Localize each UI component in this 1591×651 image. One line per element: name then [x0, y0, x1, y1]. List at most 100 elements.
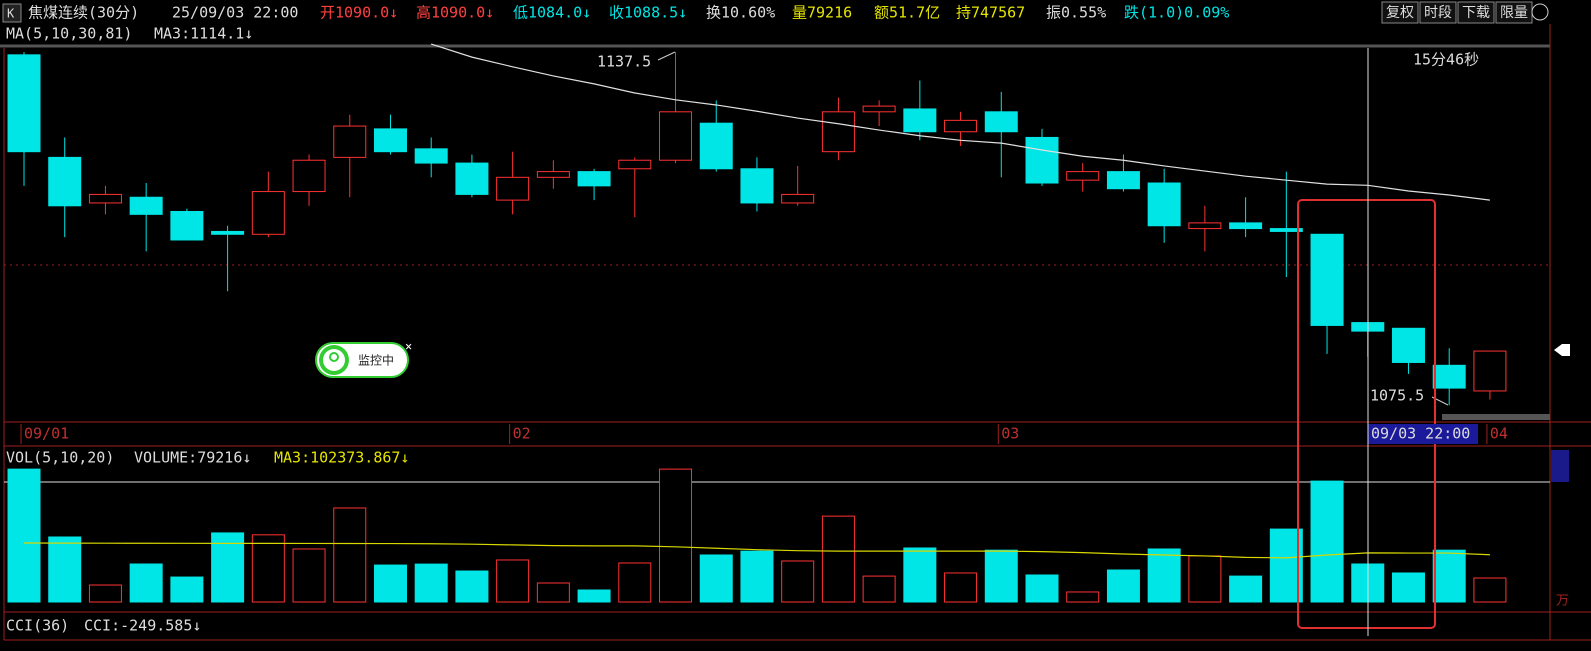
candle-body: [699, 122, 733, 170]
volume-bar: [1188, 555, 1222, 603]
candle-body: [7, 54, 41, 153]
monitor-close[interactable]: ×: [405, 340, 412, 354]
volume-bar: [577, 589, 611, 603]
volume-bar: [740, 550, 774, 603]
toolbar-button[interactable]: [1419, 1, 1457, 24]
x-tick-label: 09/01: [24, 425, 69, 443]
cursor-label-box: [1368, 424, 1478, 444]
volume-bar: [1066, 591, 1100, 603]
volume-bar: [129, 563, 163, 603]
volume-bar: [414, 563, 448, 603]
volume-bar: [211, 532, 245, 603]
k-icon[interactable]: [2, 3, 22, 23]
volume-bar: [373, 564, 407, 603]
x-tick-label: 02: [513, 425, 531, 443]
candle-body: [1025, 136, 1059, 184]
volume-bar: [944, 572, 978, 603]
volume-unit: 万: [1556, 594, 1569, 609]
candle-body: [821, 111, 855, 153]
candle-body: [292, 159, 326, 193]
cursor-label: 09/03 22:00: [1371, 425, 1470, 443]
volume-bar: [1432, 549, 1466, 603]
volume-bar: [618, 562, 652, 603]
candle-body: [740, 168, 774, 204]
toolbar-button-label: 复权: [1386, 4, 1414, 21]
header-field: 换10.60%: [706, 4, 775, 22]
volume-bar: [821, 515, 855, 603]
header-field: 低1084.0↓: [513, 4, 591, 22]
candle-body: [414, 148, 448, 164]
header-field: 量79216: [792, 4, 852, 22]
candle-body: [781, 193, 815, 204]
candle-body: [1391, 327, 1425, 363]
clock-button[interactable]: [1531, 3, 1549, 21]
volume-bar: [862, 575, 896, 603]
header-field: 收1088.5↓: [609, 4, 687, 22]
volume-bar: [1147, 548, 1181, 603]
toolbar-button-label: 限量: [1500, 5, 1528, 21]
candle-body: [1229, 222, 1263, 230]
ma-legend: MA3:1114.1↓: [154, 25, 253, 43]
symbol: 焦煤连续(30分): [28, 4, 139, 22]
side-marker: [1551, 450, 1569, 482]
countdown: 15分46秒: [1413, 51, 1479, 69]
header-field: 高1090.0↓: [416, 4, 494, 22]
candle-body: [211, 230, 245, 235]
price-pointer: [1554, 344, 1570, 356]
toolbar-button[interactable]: [1381, 1, 1419, 24]
candle-body: [251, 191, 285, 235]
volume-bar: [48, 536, 82, 603]
volume-bar: [496, 559, 530, 603]
candle-body: [88, 193, 122, 204]
candle-body: [1147, 182, 1181, 227]
x-tick-label: 03: [1001, 425, 1019, 443]
candle-body: [455, 162, 489, 195]
toolbar-button[interactable]: [1457, 1, 1495, 24]
indicator-label: MA(5,10,30,81): [6, 25, 132, 43]
candle-body: [333, 125, 367, 158]
volume-bar: [659, 468, 693, 603]
volume-bar: [536, 582, 570, 603]
candle-body: [373, 128, 407, 153]
volume-bar: [7, 468, 41, 603]
toolbar-button-label: 时段: [1424, 5, 1452, 21]
volume-bar: [781, 560, 815, 603]
candle-body: [618, 159, 652, 170]
volume-bar: [1025, 574, 1059, 603]
candle-body: [1066, 171, 1100, 181]
header-field: 振0.55%: [1046, 4, 1106, 22]
cci-indicator: CCI(36): [6, 617, 69, 635]
candle-body: [944, 119, 978, 133]
candle-body: [536, 171, 570, 178]
ma-line: [23, 542, 1490, 559]
datetime: 25/09/03 22:00: [172, 4, 298, 22]
scrollbar[interactable]: [1442, 414, 1550, 420]
volume-bar: [88, 584, 122, 603]
volume-value: VOLUME:79216↓: [134, 449, 251, 467]
volume-bar: [1473, 577, 1507, 603]
header-field: 开1090.0↓: [320, 4, 398, 22]
header-field: 额51.7亿: [874, 4, 940, 22]
volume-bar: [1106, 569, 1140, 603]
ma-line: [431, 43, 1490, 201]
toolbar-button-label: 下载: [1462, 5, 1490, 21]
monitor-label: 监控中: [358, 353, 394, 368]
candle-body: [862, 105, 896, 113]
header-field: 跌(1.0)0.09%: [1124, 4, 1229, 22]
volume-bar: [455, 570, 489, 603]
volume-bar: [1229, 575, 1263, 603]
candle-body: [984, 111, 1018, 133]
candle-body: [1432, 364, 1466, 389]
volume-bar: [251, 534, 285, 603]
candle-body: [1473, 350, 1507, 392]
candle-body: [48, 156, 82, 207]
highlight-box: [1297, 199, 1436, 629]
header-field: 持747567: [956, 4, 1025, 22]
low-annotation: 1075.5: [1370, 387, 1424, 405]
x-tick-label: 04: [1490, 425, 1508, 443]
annotation-leader: [657, 51, 676, 61]
candle-body: [1106, 171, 1140, 190]
candle-body: [170, 210, 204, 241]
